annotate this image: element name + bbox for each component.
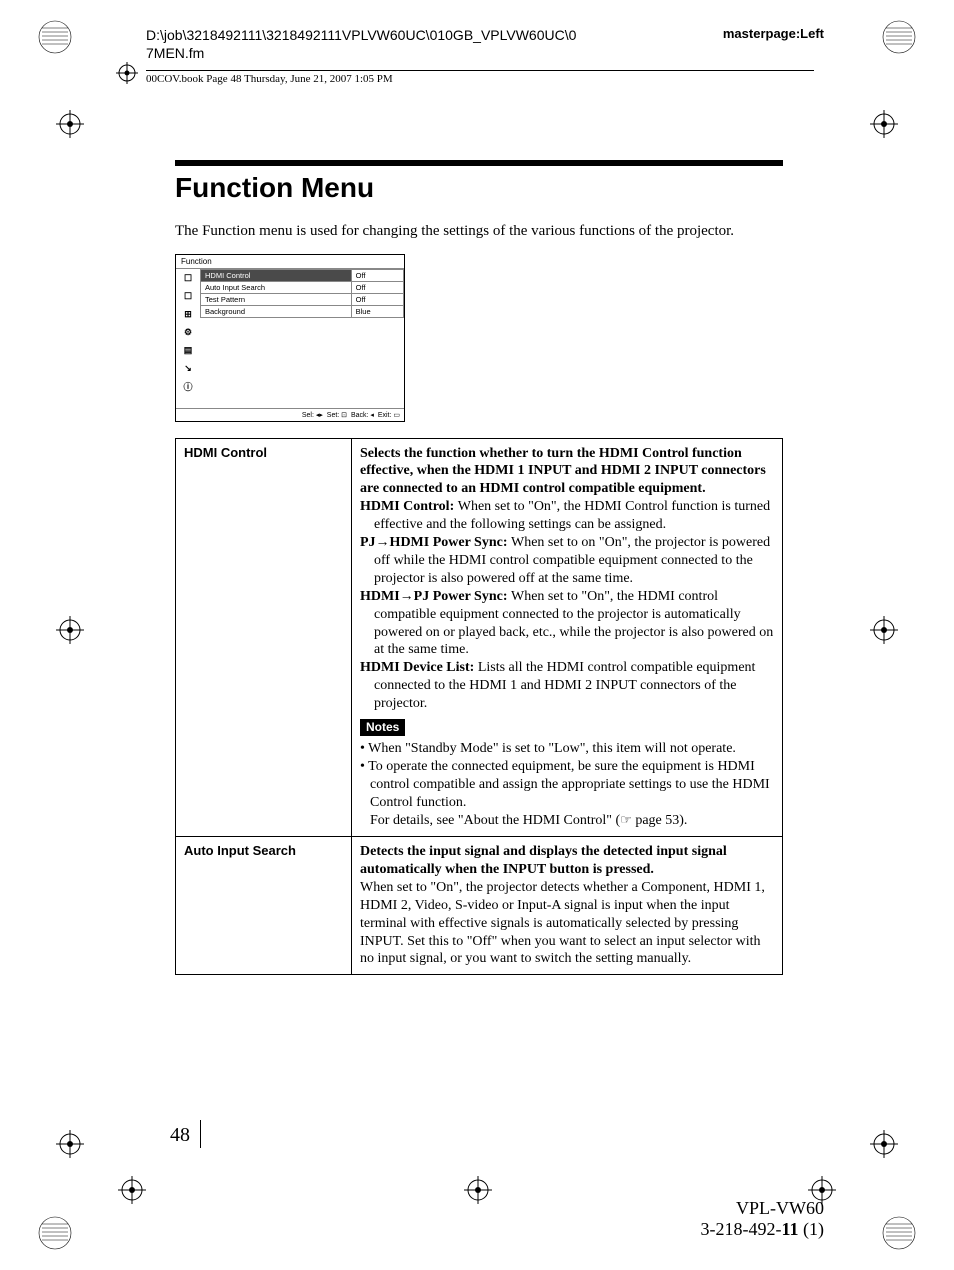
note-bullet: • When "Standby Mode" is set to "Low", t…: [360, 740, 774, 758]
notes-badge: Notes: [360, 719, 405, 736]
printer-mark-tr: [880, 18, 918, 56]
menu-screenshot: Function ☐☐⊞⚙▤↘ⓘ HDMI ControlOffAuto Inp…: [175, 254, 405, 422]
lead-text: Detects the input signal and displays th…: [360, 844, 727, 877]
table-row: Auto Input Search Detects the input sign…: [176, 836, 783, 974]
body-text: When set to "On", the projector detects …: [360, 880, 765, 967]
printer-mark-tl: [36, 18, 74, 56]
pointer-icon: ☞: [620, 812, 632, 827]
menu-item-value: Off: [351, 281, 403, 293]
printer-mark-bl: [36, 1214, 74, 1252]
crosshair-icon: [118, 1176, 146, 1204]
row-description: Selects the function whether to turn the…: [352, 438, 783, 836]
printer-mark-br: [880, 1214, 918, 1252]
definition-item: PJ→HDMI Power Sync: When set to on "On",…: [360, 534, 774, 588]
crosshair-icon: [116, 62, 138, 84]
menu-category-icon: ⓘ: [181, 381, 195, 393]
crosshair-icon: [870, 1130, 898, 1158]
menu-category-icon: ↘: [181, 363, 195, 375]
menu-footer: Sel: ◂▸ Set: ⊡ Back: ◂ Exit: ▭: [176, 408, 404, 421]
path-line2: 7MEN.fm: [146, 45, 204, 61]
row-description: Detects the input signal and displays th…: [352, 836, 783, 974]
crosshair-icon: [56, 110, 84, 138]
menu-category-icon: ⊞: [181, 309, 195, 321]
menu-category-icon: ☐: [181, 273, 195, 285]
row-label: Auto Input Search: [176, 836, 352, 974]
crosshair-icon: [464, 1176, 492, 1204]
menu-title: Function: [176, 255, 404, 269]
menu-category-icon: ⚙: [181, 327, 195, 339]
crosshair-icon: [870, 110, 898, 138]
definition-term: HDMI Device List:: [360, 660, 478, 675]
page-number: 48: [170, 1124, 190, 1147]
menu-item-value: Blue: [351, 305, 403, 317]
notes-tail: For details, see "About the HDMI Control…: [360, 812, 774, 830]
crosshair-icon: [56, 616, 84, 644]
table-row: HDMI Control Selects the function whethe…: [176, 438, 783, 836]
menu-item-name: HDMI Control: [201, 269, 352, 281]
menu-item-name: Background: [201, 305, 352, 317]
lead-text: Selects the function whether to turn the…: [360, 446, 766, 497]
menu-item-value: Off: [351, 293, 403, 305]
definition-item: HDMI Control: When set to "On", the HDMI…: [360, 498, 774, 534]
definition-term: HDMI Control:: [360, 499, 458, 514]
definition-item: HDMI Device List: Lists all the HDMI con…: [360, 659, 774, 713]
crosshair-icon: [56, 1130, 84, 1158]
footer-model: VPL-VW60 3-218-492-11 (1): [701, 1198, 825, 1240]
menu-item-value: Off: [351, 269, 403, 281]
menu-item-name: Auto Input Search: [201, 281, 352, 293]
intro-text: The Function menu is used for changing t…: [175, 222, 783, 242]
page-title: Function Menu: [175, 172, 783, 204]
definition-item: HDMI→PJ Power Sync: When set to "On", th…: [360, 588, 774, 660]
path-line1: D:\job\3218492111\3218492111VPLVW60UC\01…: [146, 27, 576, 43]
row-label: HDMI Control: [176, 438, 352, 836]
page-content: Function Menu The Function menu is used …: [175, 160, 783, 975]
definition-term: HDMI→PJ Power Sync:: [360, 589, 511, 604]
header-book-info: 00COV.book Page 48 Thursday, June 21, 20…: [146, 73, 393, 85]
menu-item-name: Test Pattern: [201, 293, 352, 305]
menu-category-icon: ▤: [181, 345, 195, 357]
crosshair-icon: [870, 616, 898, 644]
menu-table: HDMI ControlOffAuto Input SearchOffTest …: [200, 269, 404, 408]
note-bullet: • To operate the connected equipment, be…: [360, 758, 774, 812]
header-masterpage: masterpage:Left: [723, 26, 824, 41]
settings-table: HDMI Control Selects the function whethe…: [175, 438, 783, 976]
header-file-path: D:\job\3218492111\3218492111VPLVW60UC\01…: [146, 26, 666, 62]
title-bar: [175, 160, 783, 166]
menu-category-icon: ☐: [181, 291, 195, 303]
menu-icon-column: ☐ ☐ ⊞ ⚙ ▤ ↘ ⓘ: [176, 269, 200, 408]
page-number-rule: [200, 1120, 201, 1148]
header-rule: [146, 70, 814, 71]
definition-term: PJ→HDMI Power Sync:: [360, 535, 511, 550]
